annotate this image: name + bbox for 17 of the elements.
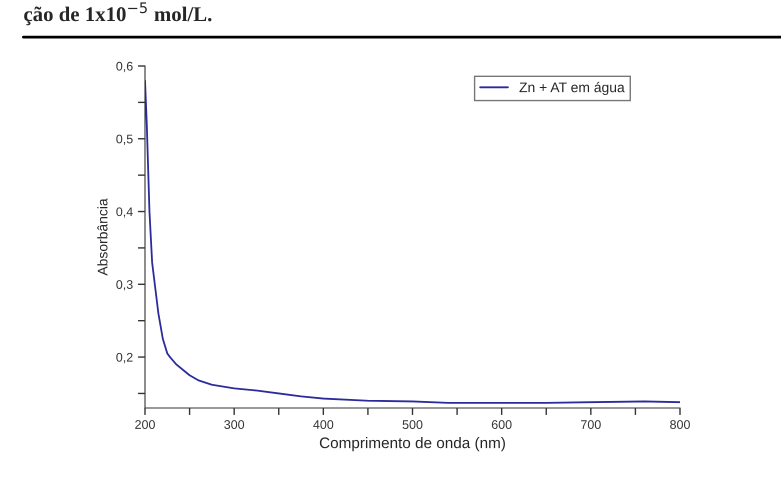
x-tick-label: 600 [492,420,512,429]
x-tick-label: 400 [313,420,334,429]
x-tick-label: 200 [135,420,155,429]
y-axis-title: Absorbância [97,198,108,276]
y-tick-label: 0,4 [116,207,133,218]
x-tick-label: 500 [402,420,422,429]
line-series [145,80,680,404]
y-tick-label: 0,2 [116,352,133,364]
x-tick-label: 300 [224,420,244,429]
x-tick-label: 800 [670,420,690,429]
legend-label: Zn + AT em água [519,82,625,96]
y-tick-label: 0,5 [116,134,133,145]
y-tick-label: 0,6 [116,62,133,72]
x-axis-title: Comprimento de onda (nm) [320,437,505,452]
text: ção de 1x10$^{−5}$ mol/L. [24,2,212,26]
x-tick-label: 700 [581,420,601,429]
y-tick-label: 0,3 [116,280,133,290]
